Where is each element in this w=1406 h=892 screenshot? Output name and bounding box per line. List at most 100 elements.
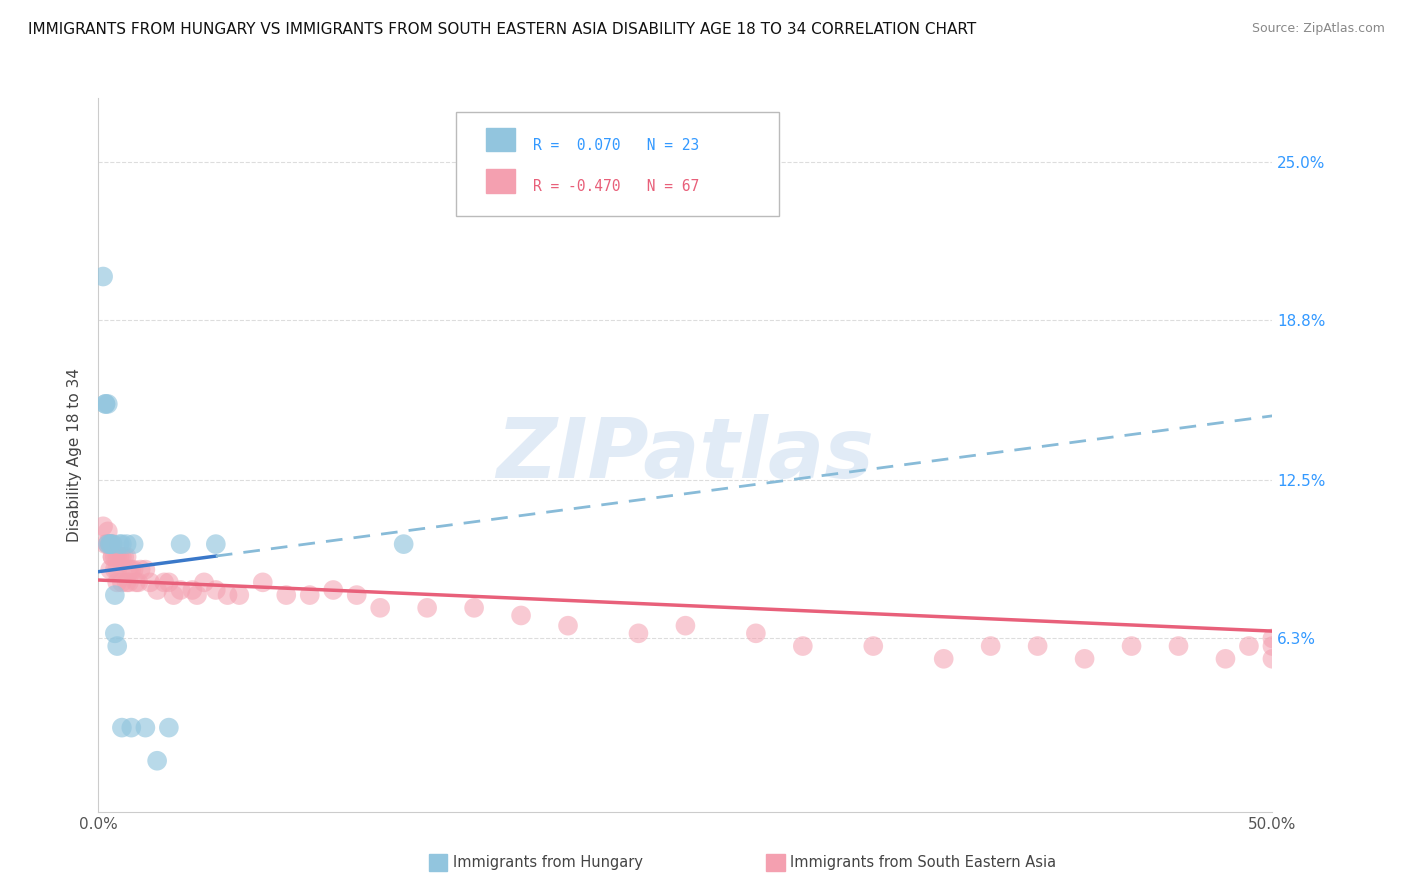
Y-axis label: Disability Age 18 to 34: Disability Age 18 to 34 [67, 368, 83, 542]
Point [792, 639, 814, 653]
Point [162, 588, 184, 602]
Point [146, 754, 169, 768]
Point [252, 575, 274, 590]
FancyBboxPatch shape [457, 112, 779, 216]
Point [1215, 652, 1237, 666]
Point [205, 582, 228, 597]
Point [1121, 639, 1143, 653]
Point [122, 537, 145, 551]
Point [127, 575, 149, 590]
Point [346, 588, 368, 602]
Point [91, 269, 114, 284]
Point [111, 721, 134, 735]
Point [322, 582, 344, 597]
Point [104, 549, 127, 564]
Bar [486, 128, 515, 151]
Point [97, 397, 120, 411]
Point [91, 519, 114, 533]
Point [105, 639, 128, 653]
Point [98, 537, 121, 551]
Text: ZIPatlas: ZIPatlas [496, 415, 875, 495]
Point [205, 537, 228, 551]
Point [101, 537, 124, 551]
Point [105, 549, 128, 564]
Point [193, 575, 215, 590]
Point [392, 537, 415, 551]
Point [112, 549, 135, 564]
Point [104, 588, 127, 602]
Point [111, 575, 134, 590]
Point [104, 563, 127, 577]
Point [97, 537, 120, 551]
Point [115, 537, 138, 551]
Point [134, 563, 156, 577]
Point [153, 575, 176, 590]
Point [94, 397, 117, 411]
Point [1261, 632, 1284, 646]
Point [1237, 639, 1260, 653]
Point [1261, 652, 1284, 666]
Point [101, 537, 124, 551]
Point [111, 537, 134, 551]
Point [169, 537, 191, 551]
Point [675, 618, 697, 632]
Point [94, 397, 117, 411]
Point [104, 626, 127, 640]
Point [1073, 652, 1095, 666]
Point [108, 549, 131, 564]
Point [120, 721, 142, 735]
Point [129, 563, 152, 577]
Point [745, 626, 768, 640]
Text: IMMIGRANTS FROM HUNGARY VS IMMIGRANTS FROM SOUTH EASTERN ASIA DISABILITY AGE 18 : IMMIGRANTS FROM HUNGARY VS IMMIGRANTS FR… [28, 22, 976, 37]
Point [157, 721, 180, 735]
Point [120, 563, 142, 577]
Point [122, 563, 145, 577]
Point [980, 639, 1002, 653]
Point [98, 563, 121, 577]
Point [298, 588, 321, 602]
Point [186, 588, 208, 602]
Point [1261, 639, 1284, 653]
Point [139, 575, 162, 590]
Point [105, 563, 128, 577]
Point [108, 537, 131, 551]
Point [368, 600, 391, 615]
Point [101, 549, 124, 564]
Point [217, 588, 239, 602]
Point [94, 537, 117, 551]
Point [416, 600, 439, 615]
Text: R = -0.470   N = 67: R = -0.470 N = 67 [533, 179, 699, 194]
Point [1026, 639, 1049, 653]
Bar [486, 169, 515, 193]
Point [118, 575, 141, 590]
Point [181, 582, 204, 597]
Point [557, 618, 579, 632]
Point [134, 721, 156, 735]
Point [125, 575, 148, 590]
Point [115, 575, 138, 590]
Point [157, 575, 180, 590]
Point [146, 582, 169, 597]
Point [98, 537, 121, 551]
Point [98, 537, 121, 551]
Point [463, 600, 485, 615]
Point [97, 537, 120, 551]
Point [1167, 639, 1189, 653]
Text: Source: ZipAtlas.com: Source: ZipAtlas.com [1251, 22, 1385, 36]
Point [276, 588, 298, 602]
Text: Immigrants from Hungary: Immigrants from Hungary [453, 855, 643, 870]
Point [932, 652, 955, 666]
Point [118, 563, 141, 577]
Point [228, 588, 250, 602]
Text: Immigrants from South Eastern Asia: Immigrants from South Eastern Asia [790, 855, 1056, 870]
Point [105, 575, 128, 590]
Text: R =  0.070   N = 23: R = 0.070 N = 23 [533, 137, 699, 153]
Point [169, 582, 191, 597]
Point [115, 549, 138, 564]
Point [510, 608, 533, 623]
Point [101, 549, 124, 564]
Point [862, 639, 884, 653]
Point [111, 549, 134, 564]
Point [97, 524, 120, 539]
Point [98, 537, 121, 551]
